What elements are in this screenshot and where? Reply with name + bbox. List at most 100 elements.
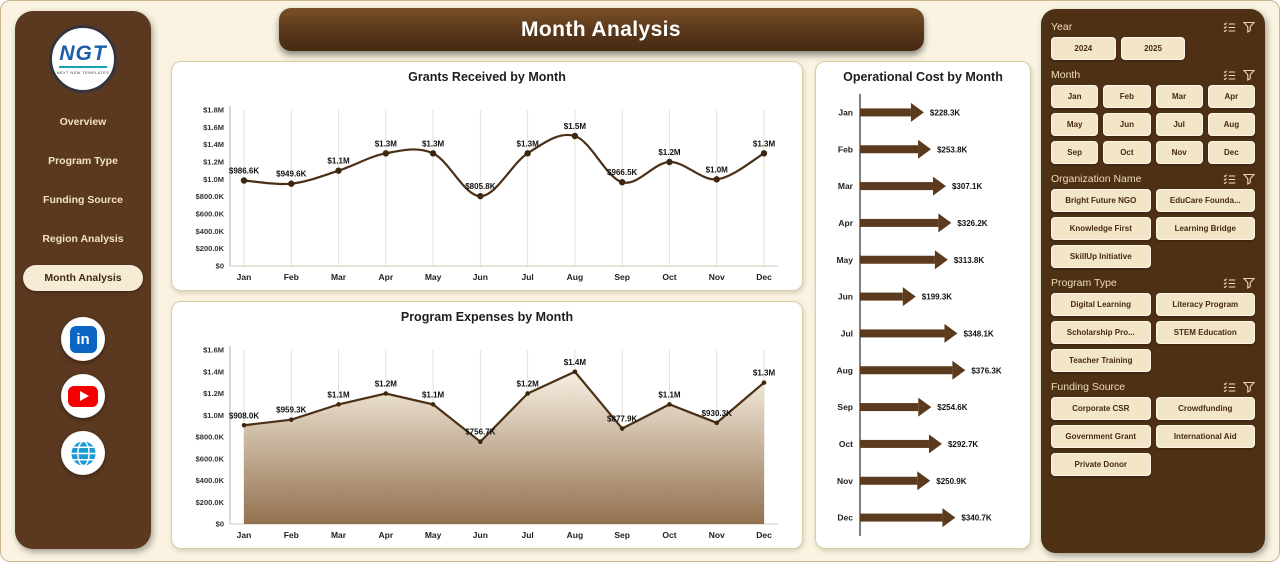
- web-globe-icon[interactable]: [61, 431, 105, 475]
- x-axis-label: May: [425, 530, 442, 540]
- filter-option-month-jun[interactable]: Jun: [1103, 113, 1151, 136]
- x-axis-label: Aug: [567, 272, 584, 282]
- filter-option-program-type-teacher-training[interactable]: Teacher Training: [1051, 349, 1151, 372]
- youtube-glyph: [68, 385, 98, 407]
- data-point: [478, 439, 483, 445]
- y-axis-label: $0: [216, 262, 224, 271]
- filter-options-organization-name: Bright Future NGO EduCare Founda... Knowle…: [1051, 189, 1255, 268]
- filter-option-month-apr[interactable]: Apr: [1207, 85, 1255, 108]
- data-label: $1.3M: [517, 139, 540, 148]
- filter-option-program-type-stem-education[interactable]: STEM Education: [1155, 321, 1255, 344]
- filter-option-funding-source-international-aid[interactable]: International Aid: [1155, 425, 1255, 448]
- select-all-icon[interactable]: [1223, 277, 1236, 289]
- filter-option-funding-source-corporate-csr[interactable]: Corporate CSR: [1051, 397, 1151, 420]
- bar-arrow-head: [932, 176, 946, 196]
- filter-options-funding-source: Corporate CSR Crowdfunding Government Gran…: [1051, 397, 1255, 476]
- filter-option-organization-name-knowledge-first[interactable]: Knowledge First: [1051, 217, 1151, 240]
- filter-option-program-type-scholarship-pro[interactable]: Scholarship Pro...: [1051, 321, 1151, 344]
- sidebar-item-program-type[interactable]: Program Type: [48, 155, 118, 167]
- x-axis-label: Feb: [838, 144, 853, 154]
- filter-option-year-2025[interactable]: 2025: [1120, 37, 1186, 60]
- filter-option-month-aug[interactable]: Aug: [1207, 113, 1255, 136]
- filter-option-month-oct[interactable]: Oct: [1103, 141, 1151, 164]
- filter-icon[interactable]: [1243, 69, 1255, 81]
- data-label: $949.6K: [276, 170, 306, 179]
- data-point: [288, 180, 295, 187]
- filter-title-year: Year: [1051, 21, 1073, 33]
- select-all-icon[interactable]: [1223, 173, 1236, 185]
- sidebar-item-region-analysis[interactable]: Region Analysis: [42, 233, 124, 245]
- x-axis-label: Apr: [838, 218, 853, 228]
- filter-option-month-mar[interactable]: Mar: [1155, 85, 1203, 108]
- filter-icon[interactable]: [1243, 381, 1255, 393]
- bar-arrow-shaft: [860, 366, 953, 375]
- data-point: [524, 150, 531, 157]
- data-point: [667, 402, 672, 407]
- data-label: $908.0K: [229, 411, 259, 420]
- youtube-icon[interactable]: [61, 374, 105, 418]
- select-all-icon[interactable]: [1223, 381, 1236, 393]
- filter-option-organization-name-learning-bridge[interactable]: Learning Bridge: [1155, 217, 1255, 240]
- bar-arrow-head: [918, 139, 932, 159]
- data-label: $1.5M: [564, 122, 587, 131]
- filter-icon[interactable]: [1243, 173, 1255, 185]
- filter-option-month-nov[interactable]: Nov: [1155, 141, 1203, 164]
- x-axis-label: Mar: [838, 181, 854, 191]
- bar-arrow-head: [942, 508, 956, 528]
- y-axis-label: $1.2M: [203, 389, 224, 398]
- filter-icon[interactable]: [1243, 277, 1255, 289]
- filter-option-program-type-digital-learning[interactable]: Digital Learning: [1051, 293, 1151, 316]
- logo-text: NGT: [59, 43, 107, 68]
- filter-option-organization-name-bright-future-ngo[interactable]: Bright Future NGO: [1051, 189, 1151, 212]
- series-line: [242, 370, 766, 444]
- sidebar-item-month-analysis[interactable]: Month Analysis: [23, 265, 143, 291]
- select-all-icon[interactable]: [1223, 21, 1236, 33]
- data-label: $1.3M: [753, 369, 776, 378]
- filter-option-funding-source-crowdfunding[interactable]: Crowdfunding: [1155, 397, 1255, 420]
- data-label: $1.1M: [327, 390, 350, 399]
- filter-option-year-2024[interactable]: 2024: [1051, 37, 1116, 60]
- y-axis-label: $800.0K: [196, 433, 225, 442]
- series-line: [242, 133, 766, 198]
- filter-option-funding-source-private-donor[interactable]: Private Donor: [1051, 453, 1151, 476]
- filter-option-organization-name-skillup-initiative[interactable]: SkillUp Initiative: [1051, 245, 1151, 268]
- filter-option-organization-name-educare-founda[interactable]: EduCare Founda...: [1155, 189, 1255, 212]
- x-axis-label: Oct: [662, 530, 676, 540]
- y-axis-label: $400.0K: [196, 476, 225, 485]
- data-label: $1.1M: [658, 390, 681, 399]
- x-axis-label: Nov: [709, 272, 725, 282]
- grants-received-by-month-canvas: $0 $200.0K $400.0K $600.0K $800.0K $1.0M $1.2M…: [196, 106, 778, 282]
- filter-option-month-dec[interactable]: Dec: [1207, 141, 1255, 164]
- ngt-logo: NGT NEXT NEW TEMPLATES: [49, 25, 117, 93]
- filter-option-funding-source-government-grant[interactable]: Government Grant: [1051, 425, 1151, 448]
- y-axis-label: $600.0K: [196, 454, 225, 463]
- x-axis-label: Jun: [473, 272, 488, 282]
- filter-option-month-sep[interactable]: Sep: [1051, 141, 1099, 164]
- x-axis-label: Sep: [614, 272, 630, 282]
- x-axis-label: Sep: [837, 402, 853, 412]
- filter-option-month-may[interactable]: May: [1051, 113, 1099, 136]
- sidebar-item-overview[interactable]: Overview: [59, 116, 107, 128]
- linkedin-icon[interactable]: in: [61, 317, 105, 361]
- filter-option-program-type-literacy-program[interactable]: Literacy Program: [1155, 293, 1255, 316]
- filter-icon[interactable]: [1243, 21, 1255, 33]
- y-axis-label: $1.0M: [203, 411, 224, 420]
- x-axis-label: May: [425, 272, 442, 282]
- y-axis-label: $1.6M: [203, 346, 224, 355]
- data-label: $1.3M: [375, 139, 398, 148]
- x-axis-label: Jul: [521, 530, 533, 540]
- bar-arrow-shaft: [860, 108, 911, 117]
- page-title-banner: Month Analysis: [278, 8, 924, 51]
- bar-arrow-shaft: [860, 403, 919, 412]
- data-label: $986.6K: [229, 166, 259, 175]
- sidebar: NGT NEXT NEW TEMPLATES Overview Program T…: [15, 11, 151, 549]
- data-label: $1.0M: [706, 165, 729, 174]
- data-point: [714, 420, 720, 426]
- sidebar-item-funding-source[interactable]: Funding Source: [43, 194, 123, 206]
- filter-option-month-feb[interactable]: Feb: [1103, 85, 1151, 108]
- select-all-icon[interactable]: [1223, 69, 1236, 81]
- filter-option-month-jan[interactable]: Jan: [1051, 85, 1099, 108]
- filter-title-program-type: Program Type: [1051, 277, 1117, 289]
- filter-option-month-jul[interactable]: Jul: [1155, 113, 1203, 136]
- left-chart-column: Grants Received by Month $0 $200.0K $400.0…: [171, 61, 803, 549]
